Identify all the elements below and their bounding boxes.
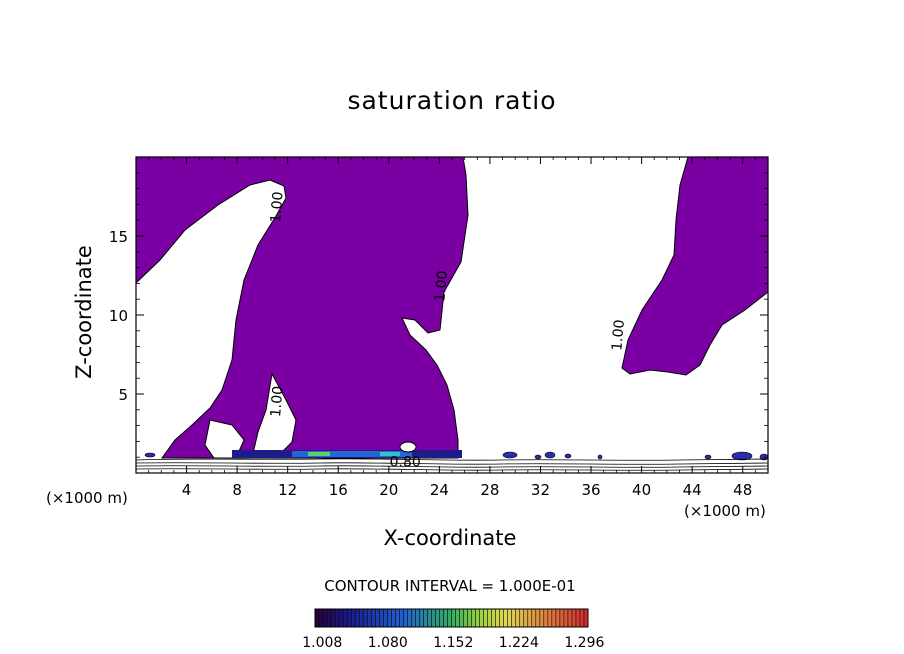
surface-contours xyxy=(136,458,768,471)
contour-labels: 1.00 1.00 1.00 1.00 0.80 xyxy=(268,191,628,471)
y-tick-label: 5 xyxy=(118,386,128,404)
x-tick-label: 32 xyxy=(531,481,550,499)
supersaturation-region-main xyxy=(136,157,469,459)
y-axis-ticks: 5 10 15 xyxy=(109,172,768,458)
contour-interval-note: CONTOUR INTERVAL = 1.000E-01 xyxy=(324,577,576,595)
supersaturation-region-right xyxy=(621,157,768,376)
y-axis-unit: (×1000 m) xyxy=(46,489,128,507)
x-axis-ticks: 4 8 12 16 20 24 28 32 36 40 44 48 xyxy=(148,157,756,499)
colorbar-dividers xyxy=(318,609,585,627)
x-tick-label: 40 xyxy=(632,481,651,499)
colorbar-tick-label: 1.152 xyxy=(433,635,473,651)
x-tick-label: 20 xyxy=(379,481,398,499)
y-tick-label: 15 xyxy=(109,228,128,246)
x-axis-label: X-coordinate xyxy=(383,526,517,550)
x-tick-label: 24 xyxy=(430,481,449,499)
colorbar-tick-label: 1.224 xyxy=(499,635,539,651)
contour-fill-layer xyxy=(136,157,768,471)
x-axis-unit: (×1000 m) xyxy=(684,502,766,520)
white-blob xyxy=(399,441,417,453)
contour-label: 0.80 xyxy=(390,455,421,471)
low-level-band-cyan xyxy=(380,452,400,456)
x-tick-label: 36 xyxy=(581,481,600,499)
contour-label: 1.00 xyxy=(432,270,451,302)
x-tick-label: 12 xyxy=(278,481,297,499)
contour-label: 1.00 xyxy=(609,319,628,351)
x-tick-label: 8 xyxy=(232,481,242,499)
contour-label: 1.00 xyxy=(268,385,287,417)
x-tick-label: 48 xyxy=(733,481,752,499)
low-level-band-green xyxy=(308,452,330,456)
x-tick-label: 16 xyxy=(329,481,348,499)
colorbar-tick-label: 1.080 xyxy=(368,635,408,651)
chart-title: saturation ratio xyxy=(347,86,557,115)
x-tick-label: 4 xyxy=(182,481,192,499)
low-level-band-blue xyxy=(292,451,412,457)
colorbar-tick-label: 1.296 xyxy=(564,635,604,651)
y-tick-label: 10 xyxy=(109,307,128,325)
x-tick-label: 28 xyxy=(480,481,499,499)
contour-label: 1.00 xyxy=(268,191,287,223)
x-tick-label: 44 xyxy=(683,481,702,499)
colorbar-tick-label: 1.008 xyxy=(302,635,342,651)
colorbar-ticks: 1.008 1.080 1.152 1.224 1.296 xyxy=(302,635,604,651)
